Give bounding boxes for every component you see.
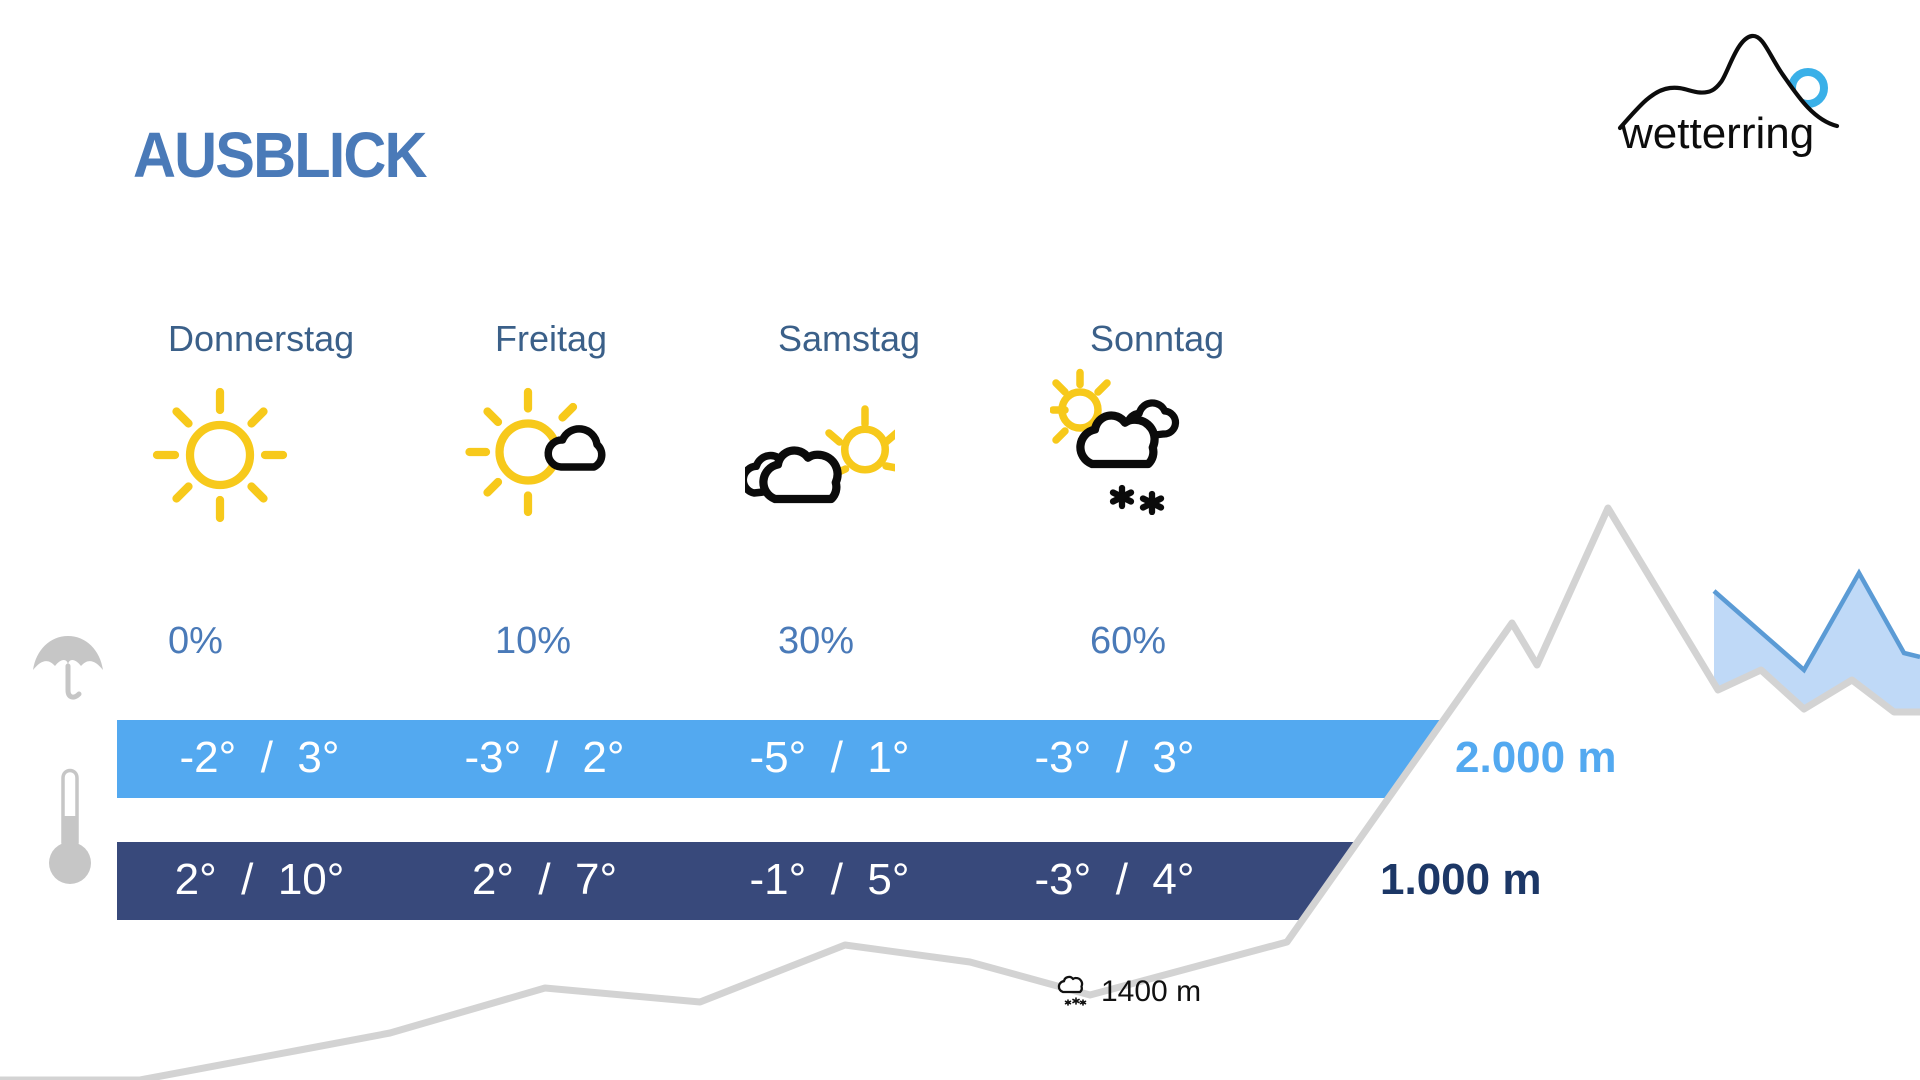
svg-text:wetterring: wetterring [1620,109,1814,158]
